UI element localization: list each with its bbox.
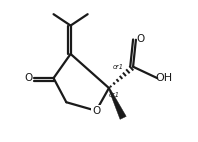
Polygon shape [108, 88, 126, 119]
Text: or1: or1 [112, 64, 124, 70]
Text: O: O [92, 106, 100, 116]
Text: OH: OH [156, 73, 173, 83]
Text: O: O [24, 73, 32, 83]
Text: O: O [136, 34, 144, 44]
Text: or1: or1 [108, 92, 119, 98]
